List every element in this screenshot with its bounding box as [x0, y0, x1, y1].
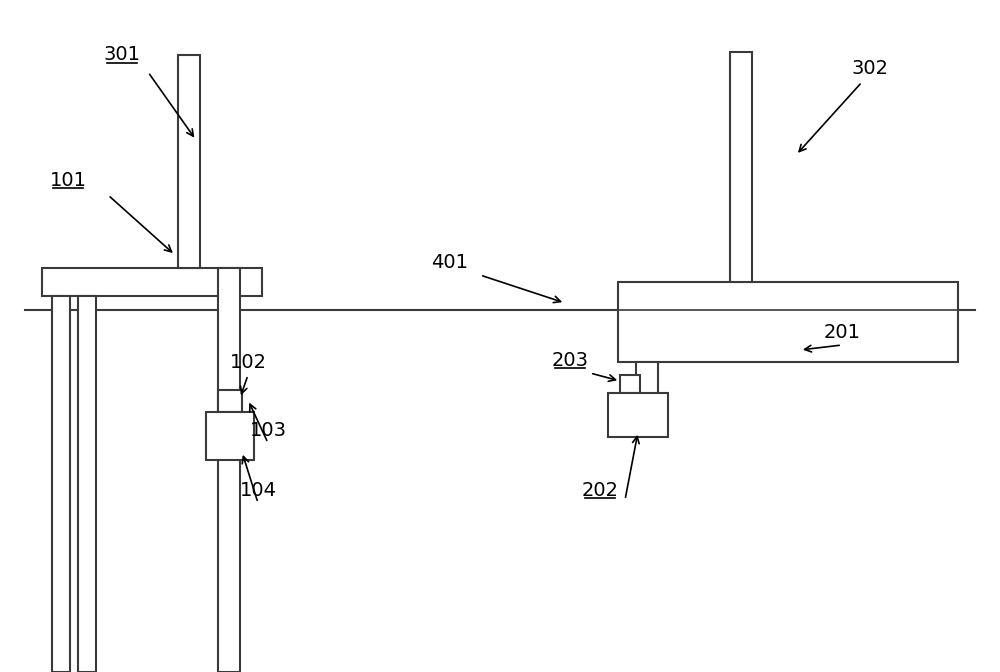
Bar — [636, 362, 658, 422]
Text: 104: 104 — [240, 480, 276, 499]
Bar — [218, 390, 242, 412]
Text: 301: 301 — [104, 46, 140, 65]
Text: 102: 102 — [230, 353, 266, 372]
Bar — [52, 296, 70, 672]
Bar — [218, 268, 240, 672]
Bar — [206, 412, 254, 460]
Bar — [178, 55, 200, 268]
Bar — [620, 375, 640, 393]
Text: 101: 101 — [50, 171, 87, 190]
Bar — [78, 296, 96, 672]
Bar — [608, 393, 668, 437]
Text: 202: 202 — [582, 480, 618, 499]
Bar — [730, 52, 752, 282]
Text: 201: 201 — [824, 323, 860, 341]
Text: 401: 401 — [432, 253, 468, 271]
Bar — [42, 268, 262, 296]
Bar — [618, 282, 958, 362]
Text: 302: 302 — [852, 58, 889, 77]
Text: 103: 103 — [250, 421, 287, 439]
Text: 203: 203 — [552, 351, 588, 370]
